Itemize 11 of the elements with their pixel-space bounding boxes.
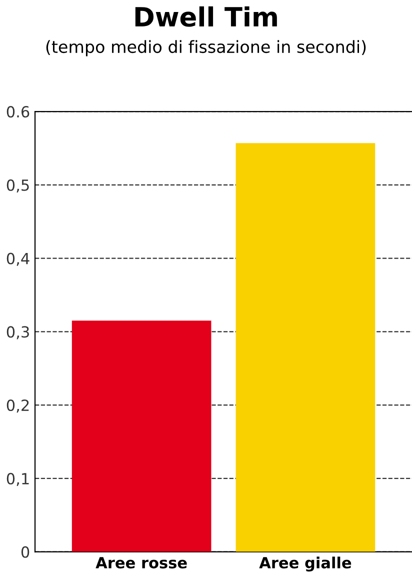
chart-title: Dwell Tim [135, 6, 277, 27]
y-tick-label: 0,1 [6, 472, 29, 486]
y-tick-label: 0,2 [6, 399, 29, 413]
y-tick-label: 0.6 [6, 106, 30, 118]
y-tick-label: 0,4 [6, 252, 30, 266]
chart-subtitle: (tempo medio di fissazione in secondi) [46, 40, 366, 56]
y-tick-label: 0,3 [6, 326, 29, 340]
x-tick-label: Aree rosse [96, 557, 187, 568]
x-tick-label: Aree gialle [259, 556, 352, 572]
y-tick-label: 0 [21, 546, 30, 558]
y-tick-label: 0,5 [6, 179, 29, 192]
